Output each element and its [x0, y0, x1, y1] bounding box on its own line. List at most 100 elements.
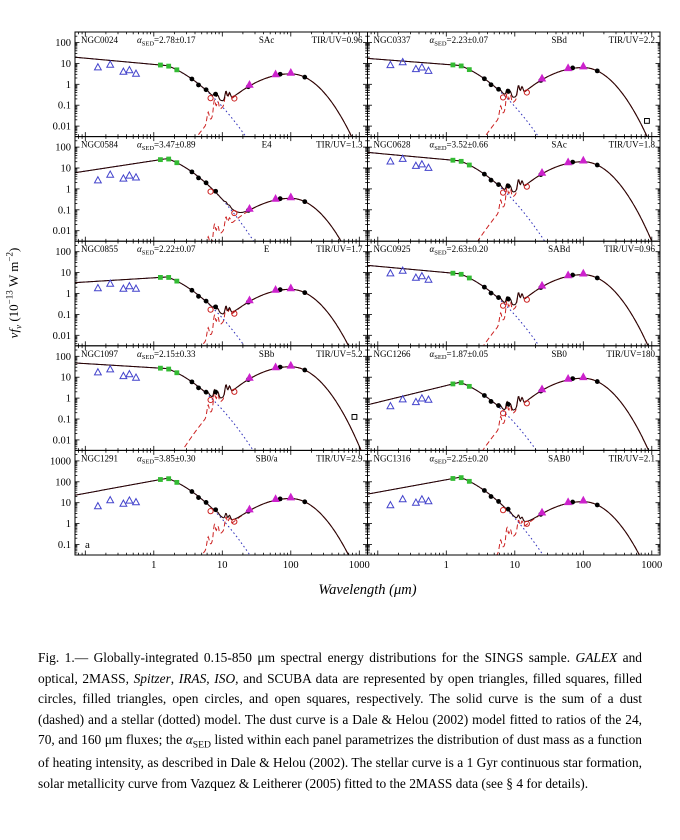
sed-panel-NGC0855: NGC0855 αSED=2.22±0.07 E TIR/UV=1.7 [74, 240, 368, 347]
galex-optical-point [417, 271, 427, 280]
galaxy-name: NGC1291 [81, 453, 118, 463]
2mass-point [158, 477, 163, 482]
spitzer-point [570, 499, 576, 505]
stellar-curve [75, 477, 251, 555]
x-tick-label: 10 [217, 560, 228, 571]
2mass-point [174, 370, 180, 376]
total-curve [75, 56, 352, 137]
iras-point [579, 61, 588, 70]
spitzer-point [488, 399, 494, 404]
y-tick-label: 0.01 [53, 122, 71, 133]
spitzer-point [594, 68, 600, 74]
x-tick-label: 1000 [349, 560, 370, 571]
spitzer-point [481, 76, 487, 82]
tir-uv-ratio: TIR/UV=2.9 [316, 453, 363, 463]
y-tick-label: 0.1 [58, 415, 71, 426]
galex-optical-point [105, 364, 115, 373]
galex-optical-point [424, 275, 433, 283]
panel-frame [74, 136, 368, 242]
y-tick-label: 100 [55, 352, 71, 363]
y-tick-label: 100 [55, 247, 71, 258]
iso-point [523, 296, 530, 303]
spitzer-point [277, 496, 283, 502]
tir-uv-ratio: TIR/UV=0.96 [312, 35, 363, 45]
iso-point [499, 94, 507, 101]
iras-point [563, 157, 573, 166]
galex-optical-point [386, 60, 395, 69]
iras-point [271, 494, 280, 502]
alpha-sed-value: αSED=2.25±0.20 [430, 453, 489, 465]
spitzer-point [196, 82, 201, 88]
spitzer-point [594, 162, 600, 168]
iras-point [579, 155, 588, 164]
iso-point [523, 520, 530, 527]
galex-optical-point [411, 64, 421, 73]
sed-panel-NGC1316: NGC1316 αSED=2.25±0.20 SAB0 TIR/UV=2.1 [367, 449, 661, 556]
x-tick-label: 10 [510, 560, 521, 571]
galex-optical-point [424, 395, 433, 403]
y-tick-label: 10 [61, 498, 72, 509]
2mass-point [466, 275, 472, 281]
iras-point [245, 295, 254, 304]
iso-point [207, 306, 214, 313]
alpha-sed-value: αSED=2.23±0.07 [430, 35, 489, 47]
iso-point [207, 508, 214, 515]
spitzer-point [196, 495, 201, 500]
panel-frame [367, 345, 661, 451]
caption-segment: listed within each panel parametrizes th… [38, 732, 642, 791]
caption-segment: , [170, 670, 179, 686]
ylabel-exp-2: −2 [4, 252, 15, 262]
spitzer-point [196, 385, 201, 391]
galex-optical-point [398, 57, 407, 66]
alpha-sed-value: αSED=2.15±0.33 [137, 349, 196, 361]
galaxy-name: NGC1266 [374, 349, 412, 359]
y-tick-label: 100 [55, 38, 71, 49]
iso-point [207, 188, 214, 195]
spitzer-point [302, 199, 308, 205]
galex-optical-point [386, 401, 395, 410]
morphology-type: E [264, 244, 270, 254]
iso-point [523, 89, 530, 96]
galex-optical-point [417, 494, 427, 503]
spitzer-point [481, 171, 487, 177]
galaxy-name: NGC1316 [374, 453, 412, 463]
alpha-sed-value: αSED=2.78±0.17 [137, 35, 196, 47]
spitzer-point [189, 76, 195, 82]
galex-optical-point [411, 497, 421, 506]
y-tick-label: 1000 [50, 456, 71, 467]
spitzer-point [496, 182, 501, 188]
panel-frame [367, 136, 661, 242]
spitzer-point [277, 364, 283, 370]
spitzer-point [570, 376, 576, 382]
galex-optical-point [119, 284, 128, 292]
galex-optical-point [398, 154, 407, 162]
galex-optical-point [424, 66, 433, 74]
iras-point [563, 497, 573, 506]
iso-point [231, 310, 238, 317]
total-curve [75, 362, 362, 450]
iras-point [563, 63, 573, 72]
ylabel-paren: (10 [5, 304, 21, 325]
iras-point [271, 194, 280, 202]
spitzer-point [302, 367, 308, 373]
iso-point [231, 95, 238, 102]
galex-optical-point [131, 497, 141, 506]
y-tick-label: 0.01 [53, 435, 71, 446]
2mass-point [458, 158, 464, 164]
sed-panel-NGC1266: NGC1266 αSED=1.87±0.05 SB0 TIR/UV=180 [367, 345, 661, 451]
alpha-sed-value: αSED=2.22±0.07 [137, 244, 196, 256]
2mass-point [458, 380, 464, 386]
iras-point [245, 372, 254, 381]
x-tick-label: 100 [283, 560, 299, 571]
ylabel-close: ) [5, 247, 21, 253]
scuba-point [351, 414, 358, 420]
sed-panel-NGC0925: NGC0925 αSED=2.63±0.20 SABd TIR/UV=0.96 [367, 240, 661, 347]
galaxy-name: NGC0925 [374, 244, 412, 254]
2mass-point [158, 275, 163, 280]
total-curve [368, 377, 649, 450]
y-axis-label: νfν (10−13 W m−2) [5, 248, 24, 339]
iras-point [537, 73, 547, 82]
galex-optical-point [119, 371, 128, 380]
tir-uv-ratio: TIR/UV=5.2 [316, 349, 362, 359]
